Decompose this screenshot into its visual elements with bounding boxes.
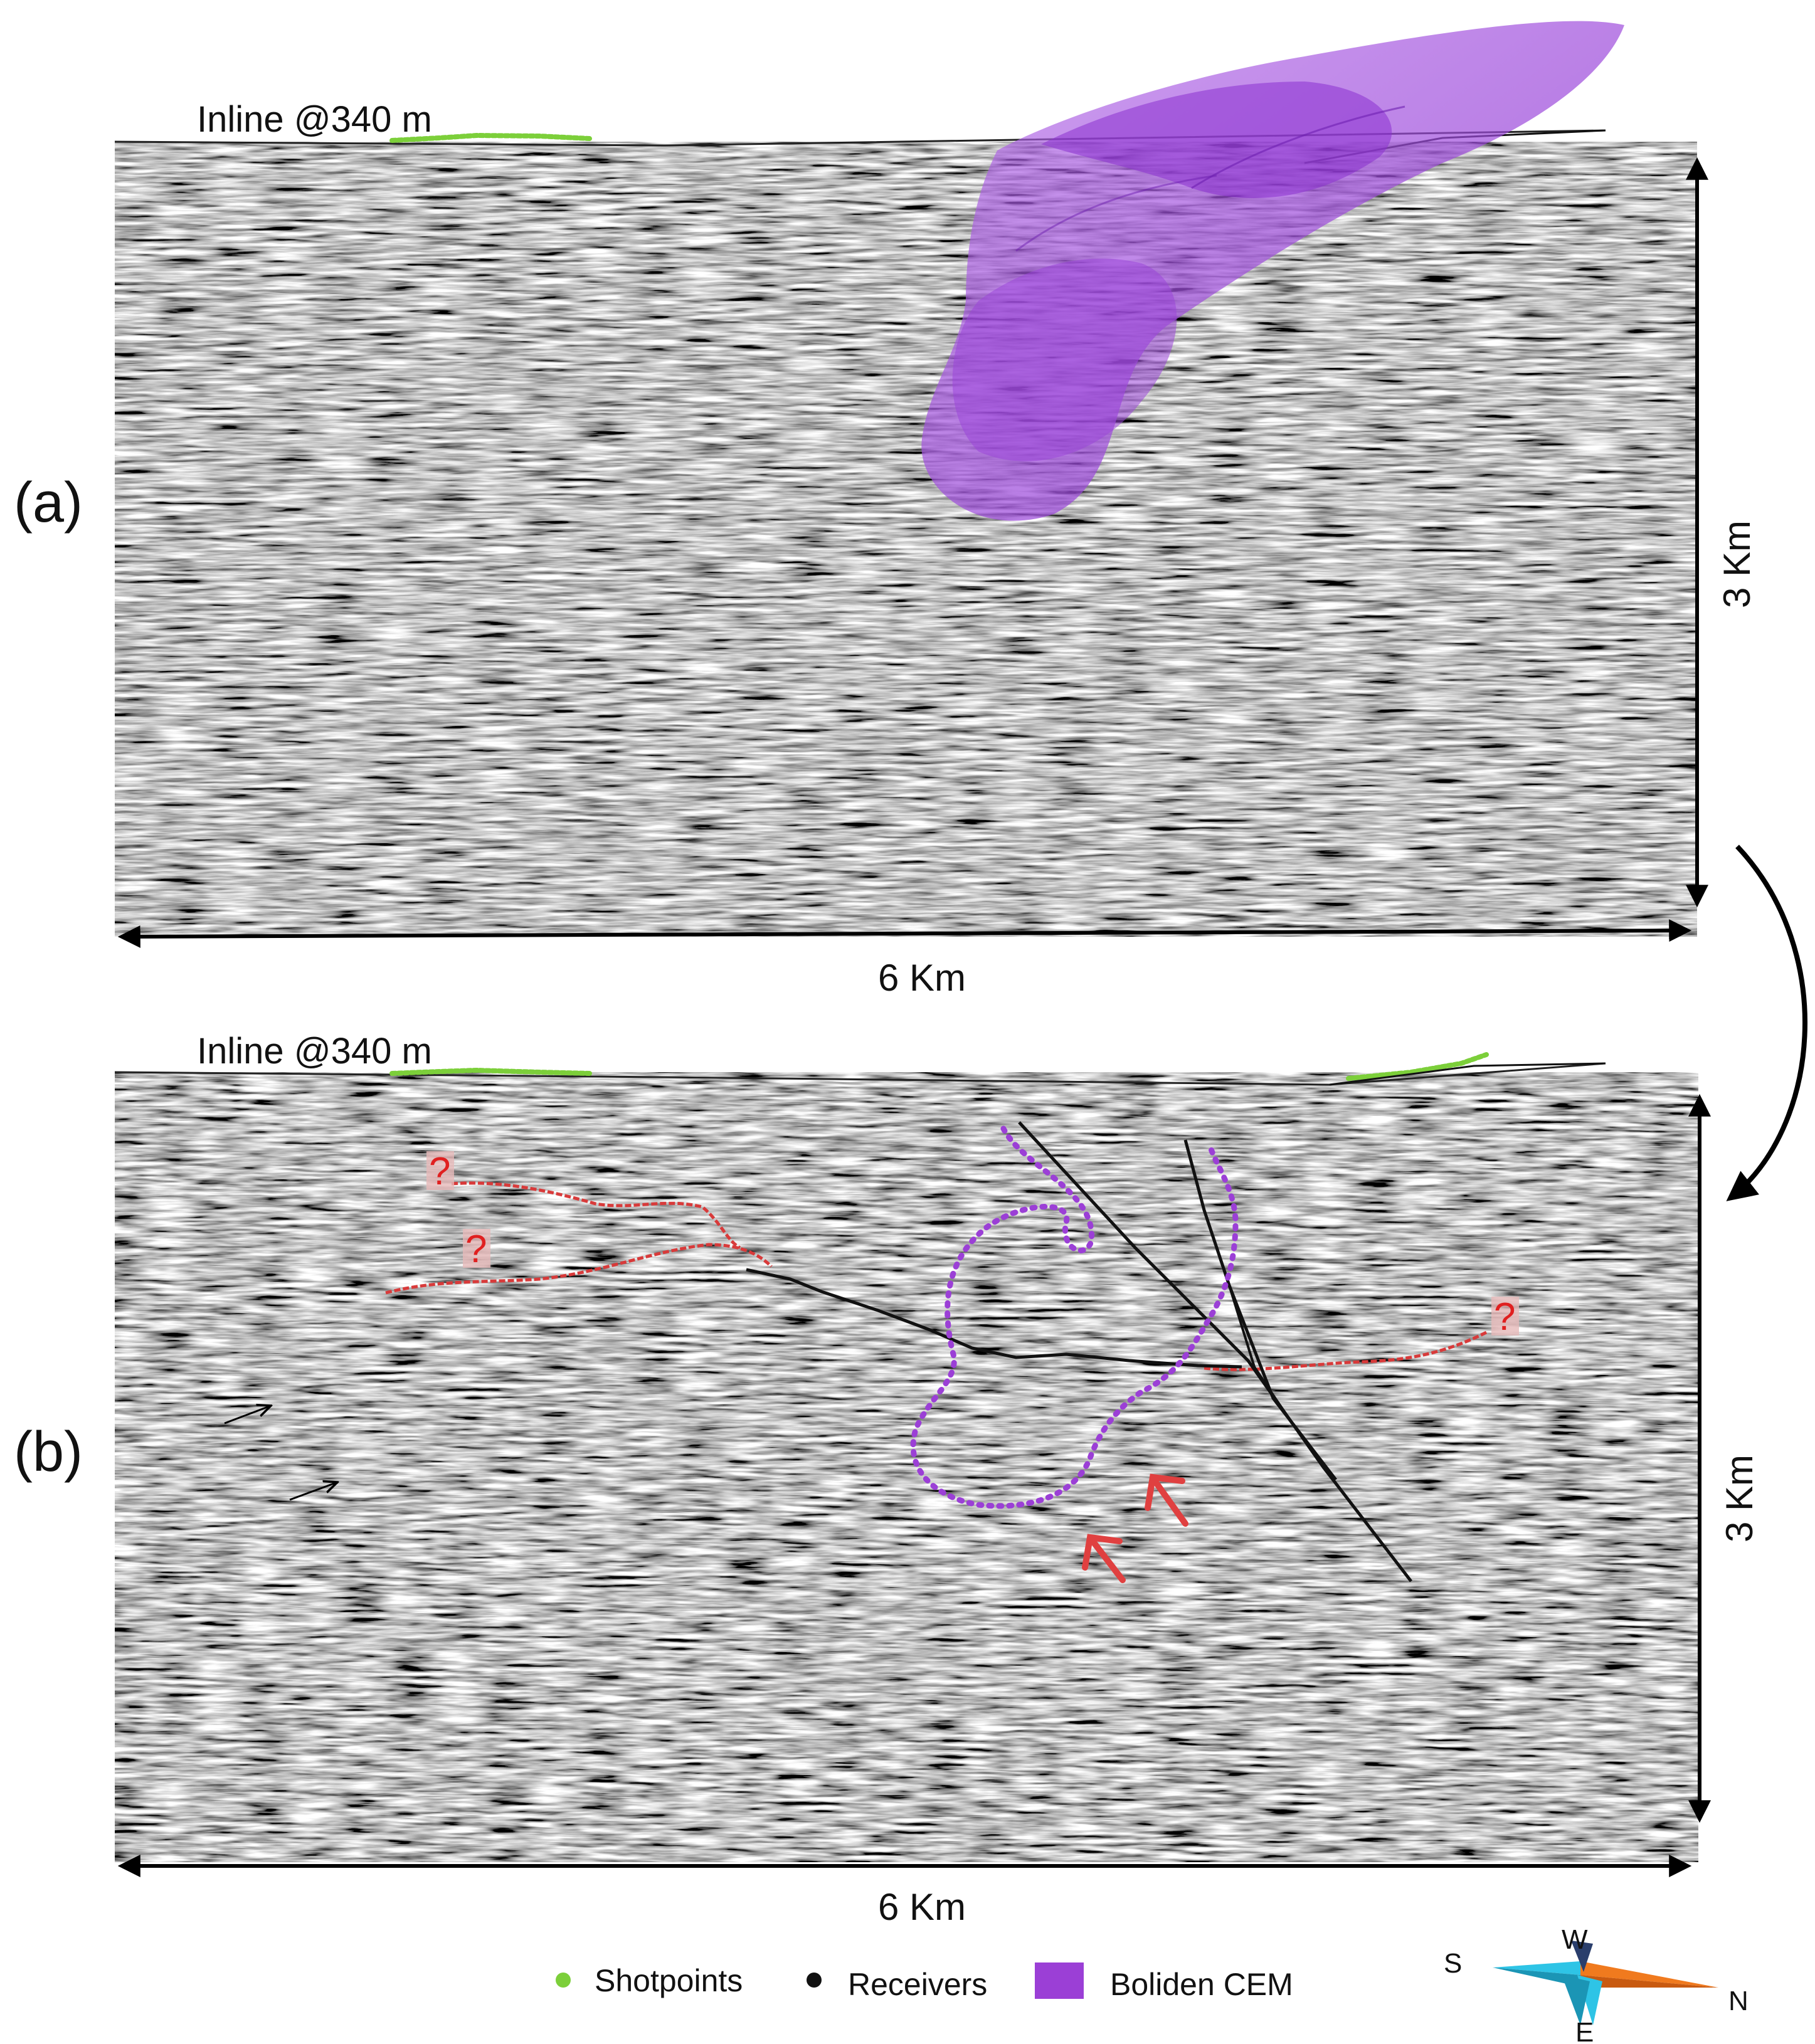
- black-arrow-2: [289, 1482, 337, 1501]
- panel-label-b: (b): [14, 1421, 83, 1483]
- svg-text:?: ?: [1494, 1295, 1515, 1339]
- transition-curved-arrow: [1726, 845, 1807, 1201]
- svg-text:?: ?: [429, 1150, 450, 1193]
- cem-outline-dotted: [910, 1125, 1239, 1509]
- question-mark-1: ?: [426, 1150, 454, 1193]
- red-arrow-upper: [1145, 1473, 1188, 1527]
- panel-b: ? ? ? (b) Inline @340 m 6 Km 3 Km: [14, 1031, 1760, 1928]
- inline-label-b: Inline @340 m: [197, 1031, 432, 1072]
- depth-label-b: 3 Km: [1718, 1455, 1760, 1542]
- surface-line-b: [114, 1062, 1606, 1086]
- width-label-b: 6 Km: [878, 1886, 966, 1928]
- inline-label-a: Inline @340 m: [197, 99, 432, 140]
- fault-line-main: [1018, 1121, 1412, 1583]
- legend-item-receivers: Receivers: [807, 1967, 987, 2002]
- legend-item-boliden-cem: Boliden CEM: [1035, 1962, 1293, 2002]
- svg-text:?: ?: [465, 1228, 487, 1271]
- red-reflector-lower: [385, 1243, 773, 1295]
- boliden-cem-body: [921, 21, 1624, 521]
- compass-label-w: W: [1562, 1924, 1588, 1955]
- compass-label-s: S: [1444, 1948, 1462, 1979]
- receivers-line-b: [1329, 1062, 1606, 1086]
- compass-label-e: E: [1575, 2017, 1594, 2044]
- question-mark-2: ?: [463, 1228, 490, 1271]
- legend-item-shotpoints: Shotpoints: [556, 1963, 743, 1998]
- width-label-a: 6 Km: [878, 957, 966, 999]
- panel-label-a: (a): [14, 471, 83, 534]
- question-mark-3: ?: [1491, 1295, 1519, 1339]
- red-arrow-lower: [1082, 1534, 1126, 1583]
- legend-label-receivers: Receivers: [848, 1967, 987, 2002]
- seismic-section-a: [115, 142, 1697, 937]
- seismic-section-b: [115, 1072, 1698, 1862]
- red-reflector-upper: [451, 1181, 741, 1250]
- black-reflector: [746, 1268, 1242, 1369]
- shotpoints-b-east: [1346, 1052, 1489, 1081]
- shotpoints-b: [389, 1067, 592, 1076]
- black-arrow-1: [224, 1406, 271, 1425]
- legend-label-boliden-cem: Boliden CEM: [1110, 1967, 1293, 2002]
- shotpoints-a: [389, 132, 592, 143]
- compass-label-n: N: [1728, 1986, 1749, 2016]
- legend: Shotpoints Receivers Boliden CEM: [556, 1962, 1293, 2002]
- compass-rose: S W N E: [1444, 1924, 1749, 2044]
- panel-a: (a) Inline @340 m 6 Km 3 Km: [14, 21, 1758, 999]
- legend-label-shotpoints: Shotpoints: [595, 1963, 743, 1998]
- red-reflector-right: [1204, 1330, 1488, 1371]
- width-dimension-arrow-a: [117, 919, 1692, 948]
- fault-line-splay: [1228, 1285, 1293, 1425]
- depth-label-a: 3 Km: [1716, 520, 1758, 608]
